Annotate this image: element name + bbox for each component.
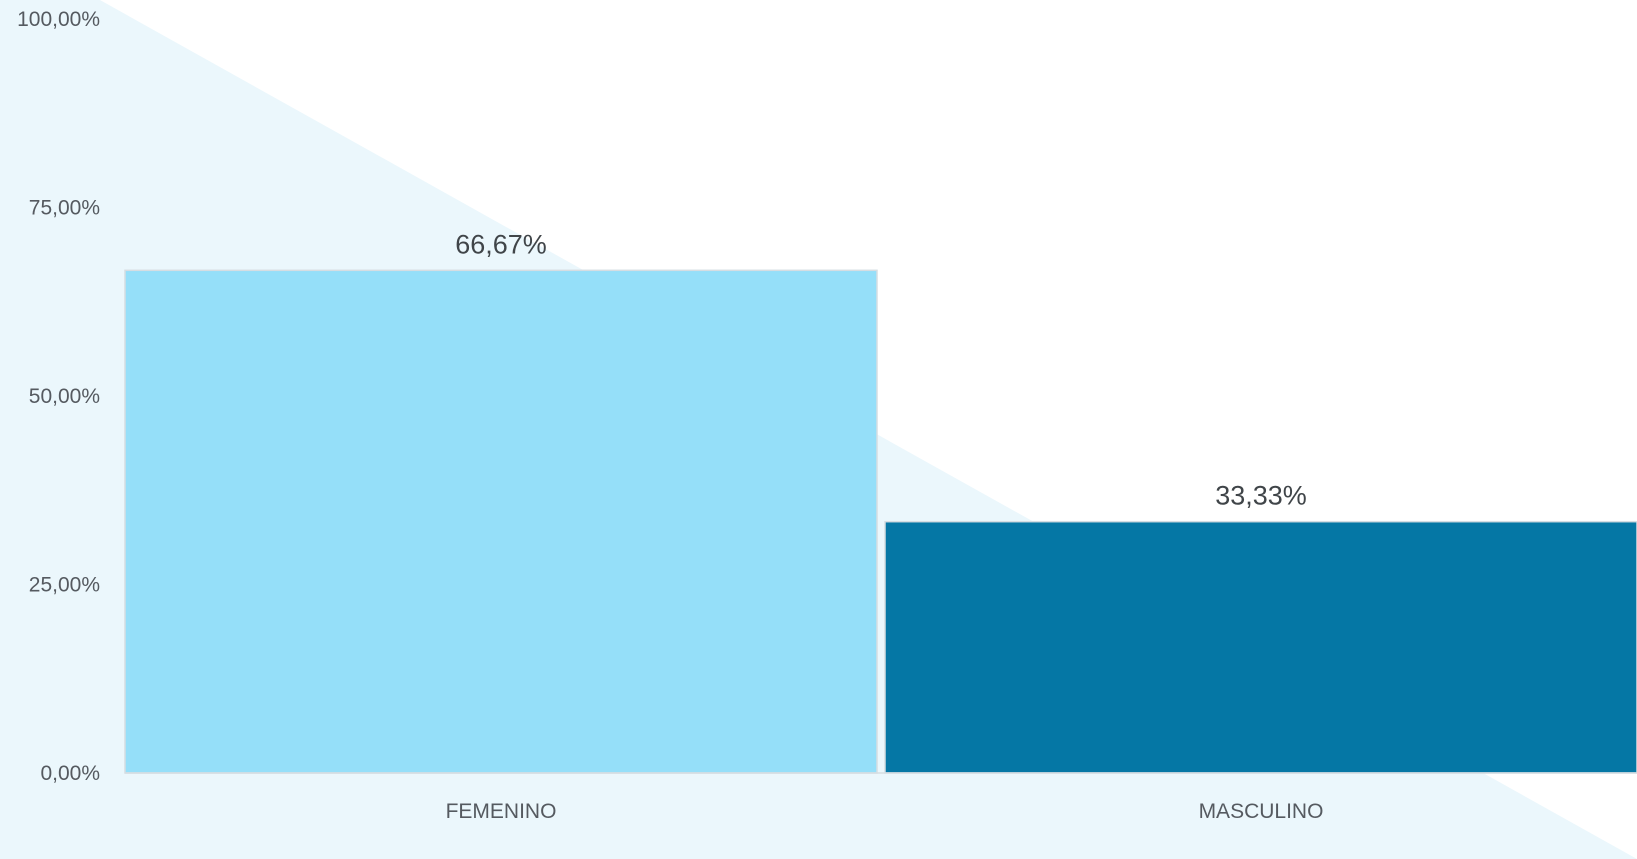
y-tick-label: 75,00% <box>29 197 100 220</box>
category-label: MASCULINO <box>1199 800 1324 823</box>
data-label: 33,33% <box>1215 481 1307 511</box>
y-axis: 0,00% 25,00% 50,00% 75,00% 100,00% <box>17 8 100 785</box>
y-tick-label: 0,00% <box>40 762 100 785</box>
y-tick-label: 25,00% <box>29 574 100 597</box>
data-labels-group: 66,67% 33,33% <box>455 229 1307 510</box>
y-tick-label: 50,00% <box>29 385 100 408</box>
data-label: 66,67% <box>455 229 547 259</box>
bar-femenino <box>124 269 878 774</box>
category-label: FEMENINO <box>446 800 557 823</box>
y-tick-label: 100,00% <box>17 8 100 31</box>
x-axis: FEMENINO MASCULINO <box>125 772 1637 823</box>
bars-group <box>124 269 1637 774</box>
bar-masculino <box>884 520 1637 774</box>
